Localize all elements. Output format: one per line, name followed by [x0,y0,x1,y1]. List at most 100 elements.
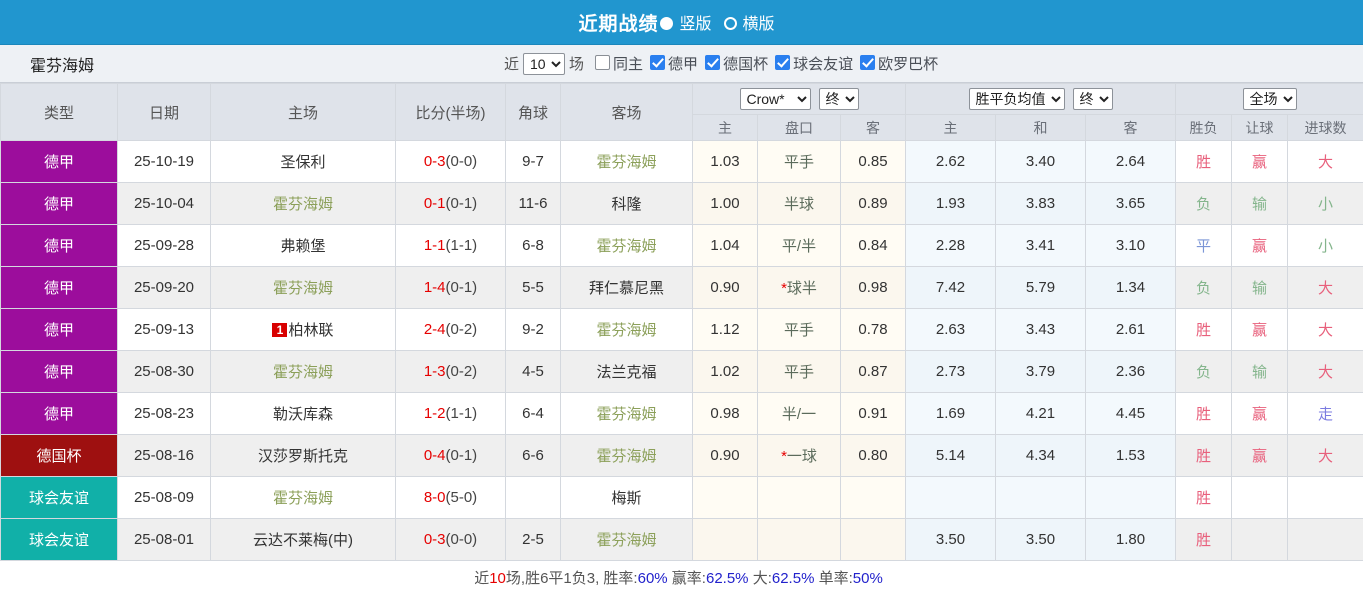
team-name: 柏林联 [288,322,333,339]
home-team[interactable]: 霍芬海姆 [211,183,396,225]
col-header-avg-away[interactable]: 客 [1086,115,1176,141]
col-header-avg-draw[interactable]: 和 [996,115,1086,141]
col-header-corner[interactable]: 角球 [506,84,561,141]
col-header-result-goals[interactable]: 进球数 [1288,115,1363,141]
result-win-lose: 胜 [1176,141,1232,183]
score-cell[interactable]: 0-3(0-0) [396,519,506,561]
league-label-europa[interactable]: 欧罗巴杯 [878,53,938,74]
home-team[interactable]: 霍芬海姆 [211,267,396,309]
score-cell[interactable]: 2-4(0-2) [396,309,506,351]
league-label-dfb-pokal[interactable]: 德国杯 [723,53,768,74]
col-header-type[interactable]: 类型 [1,84,118,141]
league-badge[interactable]: 球会友谊 [1,477,118,519]
score-cell[interactable]: 0-4(0-1) [396,435,506,477]
league-badge[interactable]: 德甲 [1,225,118,267]
team-name: 拜仁慕尼黑 [589,280,664,297]
summary-odd-rate: 50% [853,570,883,587]
home-team[interactable]: 圣保利 [211,141,396,183]
away-team[interactable]: 霍芬海姆 [561,141,693,183]
league-badge[interactable]: 德甲 [1,141,118,183]
away-team[interactable]: 霍芬海姆 [561,309,693,351]
corner-kicks: 9-2 [506,309,561,351]
league-checkbox-europa[interactable] [860,55,875,70]
score-cell[interactable]: 1-2(1-1) [396,393,506,435]
result-scope-select[interactable]: 全场半场 [1243,88,1297,110]
league-badge[interactable]: 德甲 [1,351,118,393]
score-cell[interactable]: 1-4(0-1) [396,267,506,309]
league-badge[interactable]: 德甲 [1,267,118,309]
same-venue-label[interactable]: 同主 [613,53,643,74]
same-venue-checkbox[interactable] [595,55,610,70]
away-team[interactable]: 霍芬海姆 [561,393,693,435]
home-team[interactable]: 勒沃库森 [211,393,396,435]
score-cell[interactable]: 1-3(0-2) [396,351,506,393]
avg-odds-draw: 3.50 [996,519,1086,561]
col-header-avg-home[interactable]: 主 [906,115,996,141]
score-cell[interactable]: 0-3(0-0) [396,141,506,183]
away-team[interactable]: 霍芬海姆 [561,519,693,561]
score-cell[interactable]: 0-1(0-1) [396,183,506,225]
team-name: 霍芬海姆 [596,532,656,549]
away-team[interactable]: 霍芬海姆 [561,435,693,477]
league-badge[interactable]: 德甲 [1,393,118,435]
radio-horizontal-label[interactable]: 横版 [743,10,775,34]
home-team[interactable]: 霍芬海姆 [211,351,396,393]
match-score: 0-1(0-1) [424,195,477,212]
home-team[interactable]: 弗赖堡 [211,225,396,267]
match-score: 0-4(0-1) [424,447,477,464]
col-header-date[interactable]: 日期 [118,84,211,141]
league-badge[interactable]: 球会友谊 [1,519,118,561]
radio-vertical-icon[interactable] [660,17,673,30]
match-date: 25-08-16 [118,435,211,477]
col-header-away[interactable]: 客场 [561,84,693,141]
col-header-handicap[interactable]: 盘口 [758,115,841,141]
col-header-result-handicap[interactable]: 让球 [1232,115,1288,141]
score-cell[interactable]: 8-0(5-0) [396,477,506,519]
home-team[interactable]: 云达不莱梅(中) [211,519,396,561]
radio-vertical-label[interactable]: 竖版 [679,10,711,34]
away-team[interactable]: 科隆 [561,183,693,225]
away-team[interactable]: 霍芬海姆 [561,225,693,267]
league-label-bundesliga[interactable]: 德甲 [668,53,698,74]
radio-horizontal-icon[interactable] [724,17,737,30]
league-checkbox-bundesliga[interactable] [650,55,665,70]
col-header-odds-away[interactable]: 客 [841,115,906,141]
score-cell[interactable]: 1-1(1-1) [396,225,506,267]
col-header-score[interactable]: 比分(半场) [396,84,506,141]
col-header-home[interactable]: 主场 [211,84,396,141]
match-count-select[interactable]: 6102030 [523,53,565,75]
team-name: 汉莎罗斯托克 [258,448,348,465]
home-team[interactable]: 汉莎罗斯托克 [211,435,396,477]
odds-company-select[interactable]: Crow*Bet365Macau易胜博 [740,88,811,110]
match-date: 25-08-23 [118,393,211,435]
avg-odds-away [1086,477,1176,519]
away-team[interactable]: 法兰克福 [561,351,693,393]
away-team[interactable]: 拜仁慕尼黑 [561,267,693,309]
col-header-result-wl[interactable]: 胜负 [1176,115,1232,141]
league-badge[interactable]: 德甲 [1,309,118,351]
team-name: 云达不莱梅(中) [253,532,353,549]
league-badge[interactable]: 德甲 [1,183,118,225]
league-badge[interactable]: 德国杯 [1,435,118,477]
col-header-odds-home[interactable]: 主 [693,115,758,141]
league-checkbox-friendly[interactable] [775,55,790,70]
away-team[interactable]: 梅斯 [561,477,693,519]
league-label-friendly[interactable]: 球会友谊 [793,53,853,74]
team-name: 梅斯 [611,490,641,507]
odds-phase-select[interactable]: 初终 [819,88,859,110]
league-checkbox-dfb-pokal[interactable] [705,55,720,70]
home-team[interactable]: 霍芬海姆 [211,477,396,519]
avg-market-select[interactable]: 胜平负均值欧赔均值亚盘均值 [969,88,1065,110]
avg-phase-select[interactable]: 初终 [1073,88,1113,110]
